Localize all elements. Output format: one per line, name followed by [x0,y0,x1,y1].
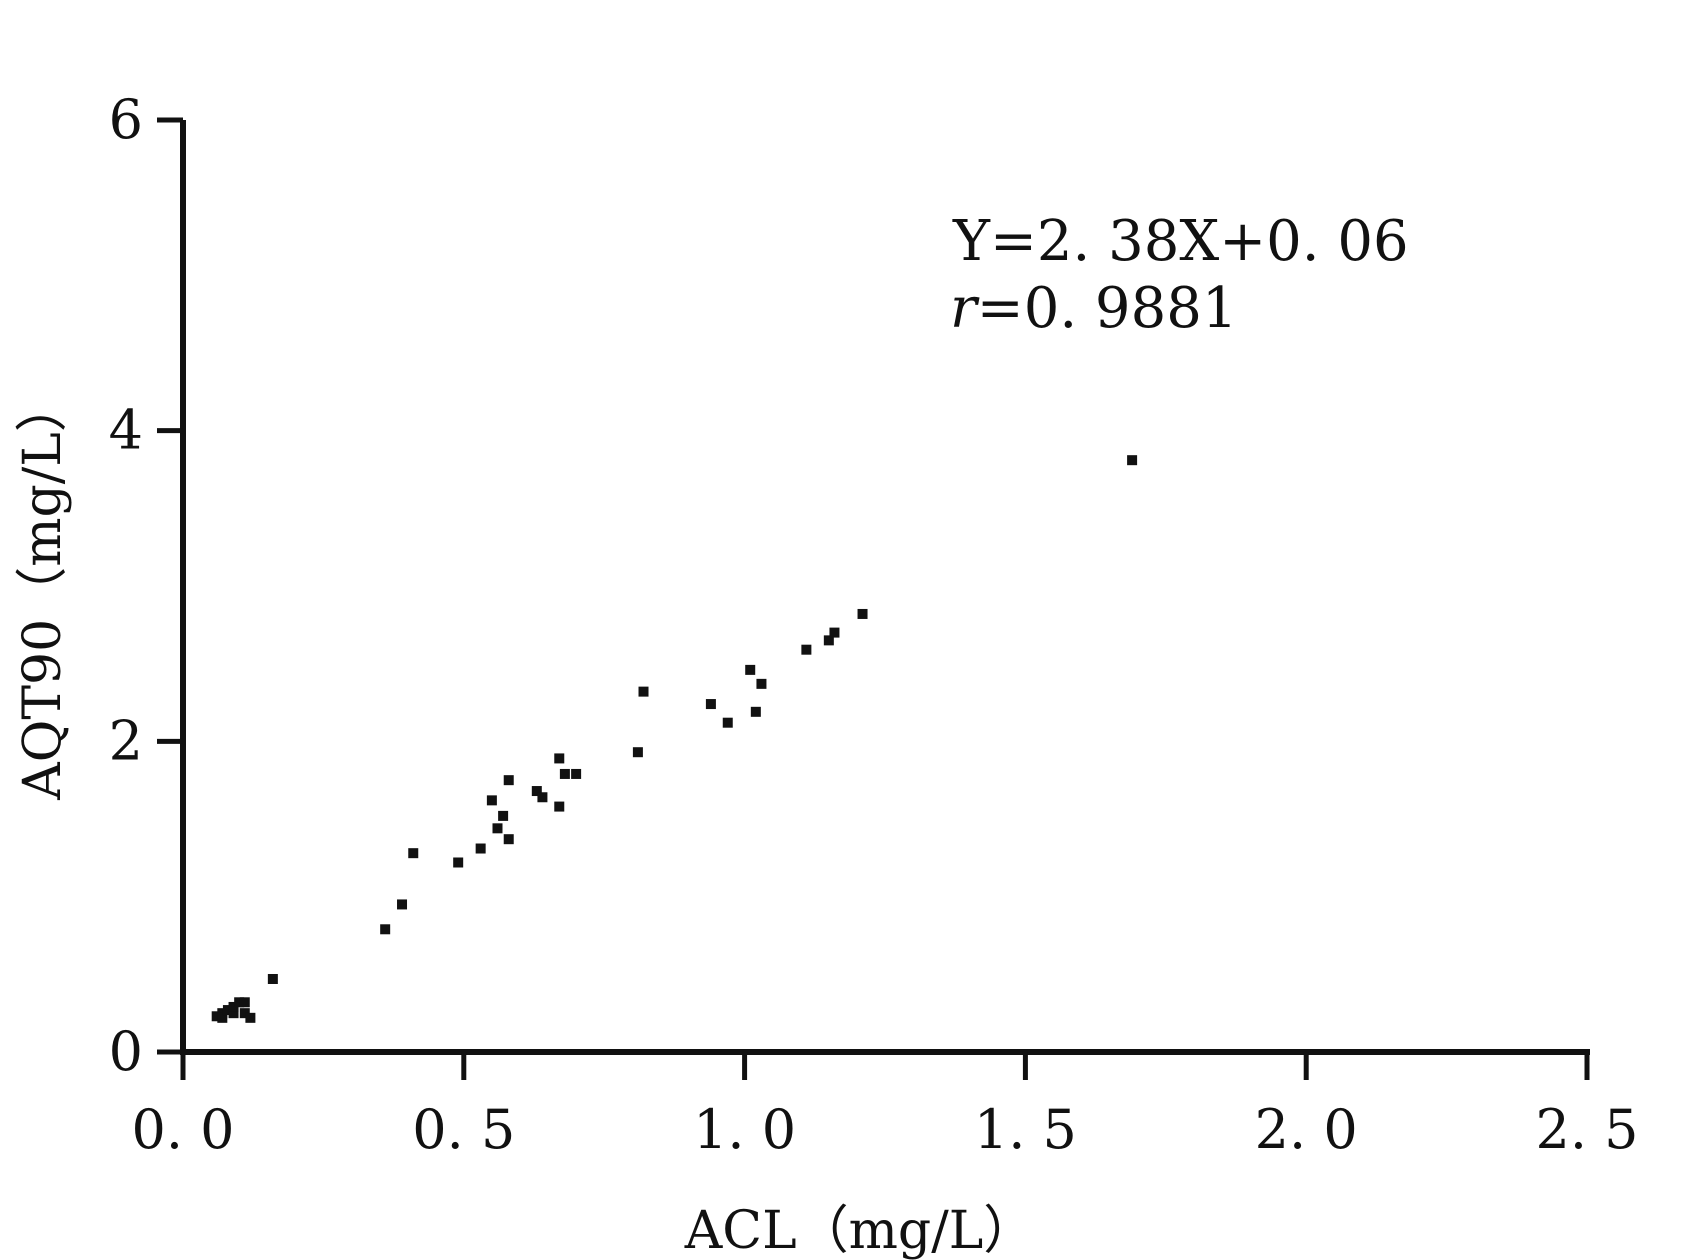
data-point [475,843,486,854]
x-axis-label: ACL（mg/L） [684,1201,1036,1260]
data-point [228,1001,239,1012]
data-point [245,1012,256,1023]
data-point [823,635,834,646]
data-point [492,823,503,834]
data-point [756,678,767,689]
x-tick-label: 0. 5 [412,1098,515,1161]
data-point [1127,455,1138,466]
data-point [380,924,391,935]
data-point [829,627,840,638]
y-axis-ticks: 0 2 4 6 [109,88,183,1083]
r-symbol: r [950,276,980,341]
x-tick-label: 1. 0 [693,1098,796,1161]
y-tick-label: 6 [109,88,143,151]
data-point [537,792,548,803]
data-point [554,753,565,764]
data-points [211,455,1138,1023]
data-point [222,1005,233,1016]
x-tick-label: 2. 5 [1535,1098,1638,1161]
data-point [228,1008,239,1019]
correlation-coefficient: r=0. 9881 [950,276,1237,341]
axes [180,120,1590,1055]
data-point [531,786,542,797]
data-point [559,768,570,779]
data-point [453,857,464,868]
y-tick-label: 4 [109,399,143,462]
regression-equation: Y=2. 38X+0. 06 [952,209,1409,274]
data-point [638,686,649,697]
data-point [234,997,245,1008]
data-point [554,801,565,812]
y-tick-label: 0 [109,1020,143,1083]
data-point [267,973,278,984]
data-point [801,644,812,655]
data-point [486,795,497,806]
data-point [503,834,514,845]
data-point [239,997,250,1008]
x-tick-label: 0. 0 [131,1098,234,1161]
x-tick-label: 1. 5 [974,1098,1077,1161]
y-axis-label: AQT90（mg/L） [13,380,73,801]
data-point [722,717,733,728]
r-value: =0. 9881 [977,276,1238,341]
data-point [239,1008,250,1019]
data-point [745,664,756,675]
data-point [857,608,868,619]
data-point [498,810,509,821]
data-point [632,747,643,758]
data-point [750,706,761,717]
data-point [503,775,514,786]
data-point [408,848,419,859]
y-tick-label: 2 [109,709,143,772]
data-point [397,899,408,910]
data-point [217,1012,228,1023]
x-tick-label: 2. 0 [1255,1098,1358,1161]
x-axis-ticks: 0. 0 0. 5 1. 0 1. 5 2. 0 2. 5 [131,1052,1639,1161]
data-point [211,1011,222,1022]
data-point [571,768,582,779]
data-point [705,699,716,710]
